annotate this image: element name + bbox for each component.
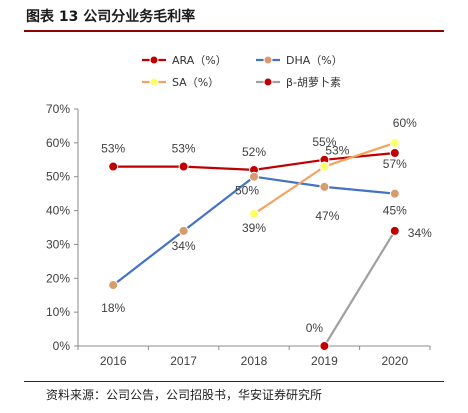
legend-label-sa: SA（%） [172,76,219,89]
data-label-ara: 53% [101,142,125,156]
y-tick-label: 30% [46,237,70,251]
data-point-sa [389,137,400,148]
title-rule [24,30,444,32]
data-label-beta-carotene: 0% [306,321,324,335]
y-tick-label: 60% [46,136,70,150]
y-tick-label: 0% [53,339,71,353]
y-tick-label: 50% [46,170,70,184]
legend-marker-dha [263,55,273,65]
legend-marker-ara [149,55,159,65]
legend-label-dha: DHA（%） [286,54,343,67]
data-point-ara [178,161,189,172]
legend-label-ara: ARA（%） [172,54,227,67]
y-tick-label: 20% [46,271,70,285]
data-label-dha: 45% [383,204,407,218]
data-label-dha: 47% [315,209,339,223]
y-tick-label: 70% [46,102,70,116]
data-label-sa: 39% [242,221,266,235]
x-tick-label: 2016 [100,354,127,368]
data-label-sa: 53% [325,144,349,158]
data-label-dha: 18% [101,301,125,315]
figure-title: 图表 13 公司分业务毛利率 [26,9,196,25]
data-label-ara: 55% [312,135,336,149]
x-tick-label: 2020 [381,354,408,368]
data-point-ara [389,148,400,159]
legend-label-beta-carotene: β-胡萝卜素 [286,75,341,89]
footer-rule [24,381,444,382]
axes: 0% 10% 20% 30% 40% 50% 60% 70% 2016 2017 2018 2019 2… [46,102,431,368]
source-note: 资料来源：公司公告，公司招股书，华安证券研究所 [46,388,323,402]
data-point-beta-carotene [389,225,400,236]
y-tick-label: 10% [46,305,70,319]
data-labels: 53% 53% 52% 55% 57% 18% 34% 50% 47% 45% 39% 53% 60% 0… [101,116,432,335]
series-group [108,137,400,351]
data-point-ara [108,161,119,172]
data-label-ara: 52% [242,145,266,159]
data-label-beta-carotene: 34% [408,226,432,240]
data-point-dha [389,188,400,199]
series-line-beta-carotene [323,230,396,347]
data-label-sa: 60% [393,116,417,130]
data-label-dha: 34% [172,239,196,253]
legend-marker-sa [149,77,159,87]
x-tick-label: 2017 [170,354,197,368]
data-label-ara: 57% [383,157,407,171]
data-point-dha [249,171,259,182]
y-tick-label: 40% [46,204,70,218]
data-point-beta-carotene [319,341,330,351]
data-label-ara: 53% [172,142,196,156]
data-point-dha [178,225,189,236]
x-tick-label: 2018 [241,354,268,368]
data-point-sa [319,161,330,172]
data-point-dha [319,181,330,192]
legend: ARA（%） DHA（%） SA（%） β-胡萝卜素 [142,54,343,89]
x-tick-label: 2019 [311,354,338,368]
data-point-sa [249,208,259,219]
legend-marker-beta-carotene [263,77,273,87]
data-point-dha [108,280,119,291]
data-label-dha: 50% [235,184,259,198]
